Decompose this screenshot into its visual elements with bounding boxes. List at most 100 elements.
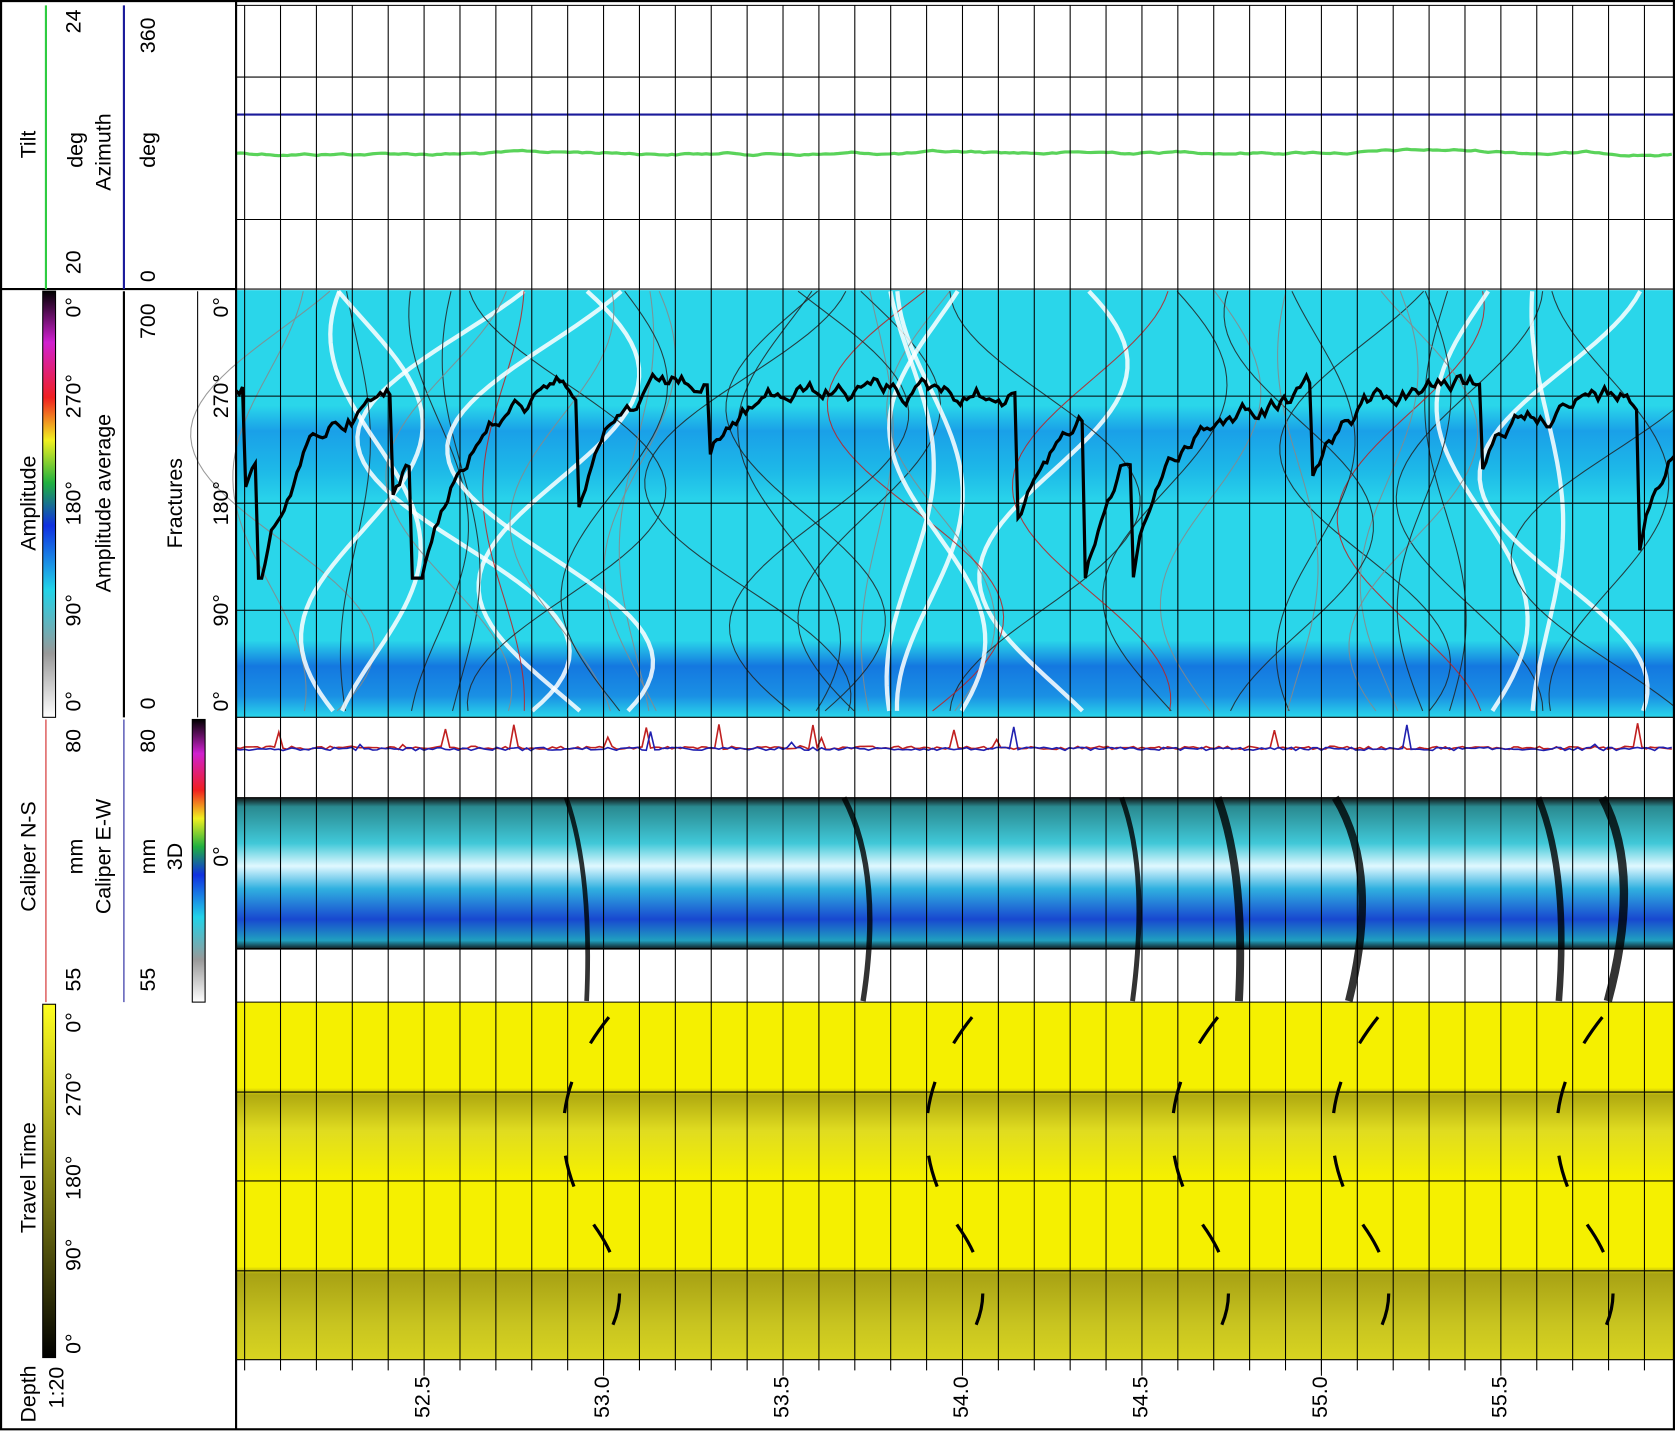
fracture-trace (618, 291, 655, 711)
caliper-curve (235, 723, 1672, 751)
fracture-trace (509, 291, 615, 712)
depth-tick-label: 54.0 (949, 1376, 973, 1418)
colorbar-label: 270° (61, 1072, 85, 1116)
colorbar-label: 0° (61, 691, 85, 711)
fracture-trace (1548, 291, 1670, 711)
curve-name: Tilt (17, 131, 41, 159)
fracture-trace (445, 289, 656, 713)
fracture-trace (1279, 290, 1451, 712)
travel-time-feature (561, 1016, 622, 1350)
scale-left: 55 (61, 968, 85, 992)
track-title: Travel Time (17, 1122, 41, 1233)
depth-scale: 1:20 (44, 1367, 68, 1409)
fracture-trace (1277, 291, 1319, 712)
fracture-tick-label: 270° (209, 374, 233, 418)
colorbar-label: 90° (61, 1239, 85, 1271)
fracture-trace (466, 291, 667, 711)
fracture-trace (441, 291, 481, 712)
fracture-trace (977, 289, 1130, 713)
amplitude-average-curve (234, 371, 1675, 580)
fracture-trace (1434, 290, 1530, 713)
travel-time-feature (1555, 1016, 1615, 1350)
travel-time-feature (1330, 1016, 1391, 1350)
colorbar-label: 0° (61, 297, 85, 317)
scale-left: 20 (61, 250, 85, 274)
fracture-trace (1011, 291, 1172, 711)
depth-tick-label: 55.0 (1308, 1376, 1332, 1418)
tilt-curve (235, 147, 1673, 158)
curve-unit: mm (136, 839, 160, 875)
fracture-trace (1348, 290, 1479, 712)
colorbar-label: 180° (61, 1156, 85, 1200)
scale-left: 55 (136, 968, 160, 992)
grid (0, 4, 1675, 1376)
fracture-trace (728, 290, 910, 712)
fracture-trace (1102, 290, 1228, 712)
fracture-trace (1336, 291, 1485, 712)
caliper-curve (235, 724, 1672, 752)
borehole-feature (563, 796, 591, 1002)
borehole-feature (841, 796, 873, 1002)
fracture-trace (476, 289, 642, 713)
colorbar-label: 180° (61, 481, 85, 525)
track-backgrounds (42, 290, 1675, 1360)
scale-right: 360 (136, 17, 160, 53)
depth-tick-label: 53.5 (770, 1376, 794, 1418)
fracture-trace (1510, 407, 1675, 708)
colorbar-label: 270° (61, 374, 85, 418)
curve-unit: mm (64, 839, 88, 875)
depth-tick-label: 54.5 (1129, 1376, 1153, 1418)
curve-unit: deg (136, 132, 160, 168)
image-tick-label: 0° (209, 846, 233, 866)
fracture-tick-label: 0° (209, 691, 233, 711)
fracture-trace (1223, 291, 1374, 712)
borehole-feature (1214, 796, 1245, 1002)
scale-right: 80 (61, 729, 85, 753)
3d-colorbar (191, 718, 206, 1003)
fracture-trace (949, 291, 1141, 711)
fracture-trace (408, 291, 469, 712)
scale-right: 80 (136, 729, 160, 753)
colorbar-label: 90° (61, 594, 85, 626)
depth-tick-label: 53.0 (590, 1376, 614, 1418)
fracture-tick-label: 90° (209, 594, 233, 626)
fracture-trace (560, 290, 669, 712)
borehole-feature (1119, 796, 1142, 1002)
amplitude-colorbar (42, 290, 57, 718)
curve-name: Fractures (163, 458, 187, 548)
travel-time-feature (1170, 1016, 1231, 1350)
scale-right: 24 (61, 9, 85, 33)
curve-name: Amplitude average (91, 414, 115, 592)
fracture-trace (860, 291, 894, 711)
fracture-trace (1529, 291, 1566, 712)
scale-left: 0 (136, 697, 160, 709)
fracture-trace (482, 291, 525, 711)
fracture-trace (1275, 290, 1356, 712)
fracture-trace (725, 290, 886, 712)
depth-tick-label: 55.5 (1488, 1376, 1512, 1418)
amplitude-image (236, 290, 1675, 718)
curve-name: Caliper E-W (91, 798, 115, 914)
fracture-trace (1477, 290, 1650, 712)
scale-right: 700 (136, 303, 160, 339)
curve-name: Caliper N-S (17, 801, 41, 912)
fracture-trace (1395, 291, 1544, 711)
track-title: Amplitude (17, 456, 41, 551)
borehole-feature (1331, 795, 1367, 1002)
fracture-trace (1359, 291, 1419, 712)
fracture-trace (1396, 291, 1452, 712)
curve-name: Azimuth (91, 113, 115, 190)
fracture-trace (339, 291, 371, 711)
fracture-trace (1159, 290, 1262, 712)
colorbar-label: 0° (61, 1012, 85, 1032)
fracture-trace (797, 290, 941, 712)
travel-time-feature (925, 1016, 985, 1350)
borehole-3d (236, 797, 1675, 950)
curve-unit: deg (64, 132, 88, 168)
image-name: 3D (163, 843, 187, 870)
